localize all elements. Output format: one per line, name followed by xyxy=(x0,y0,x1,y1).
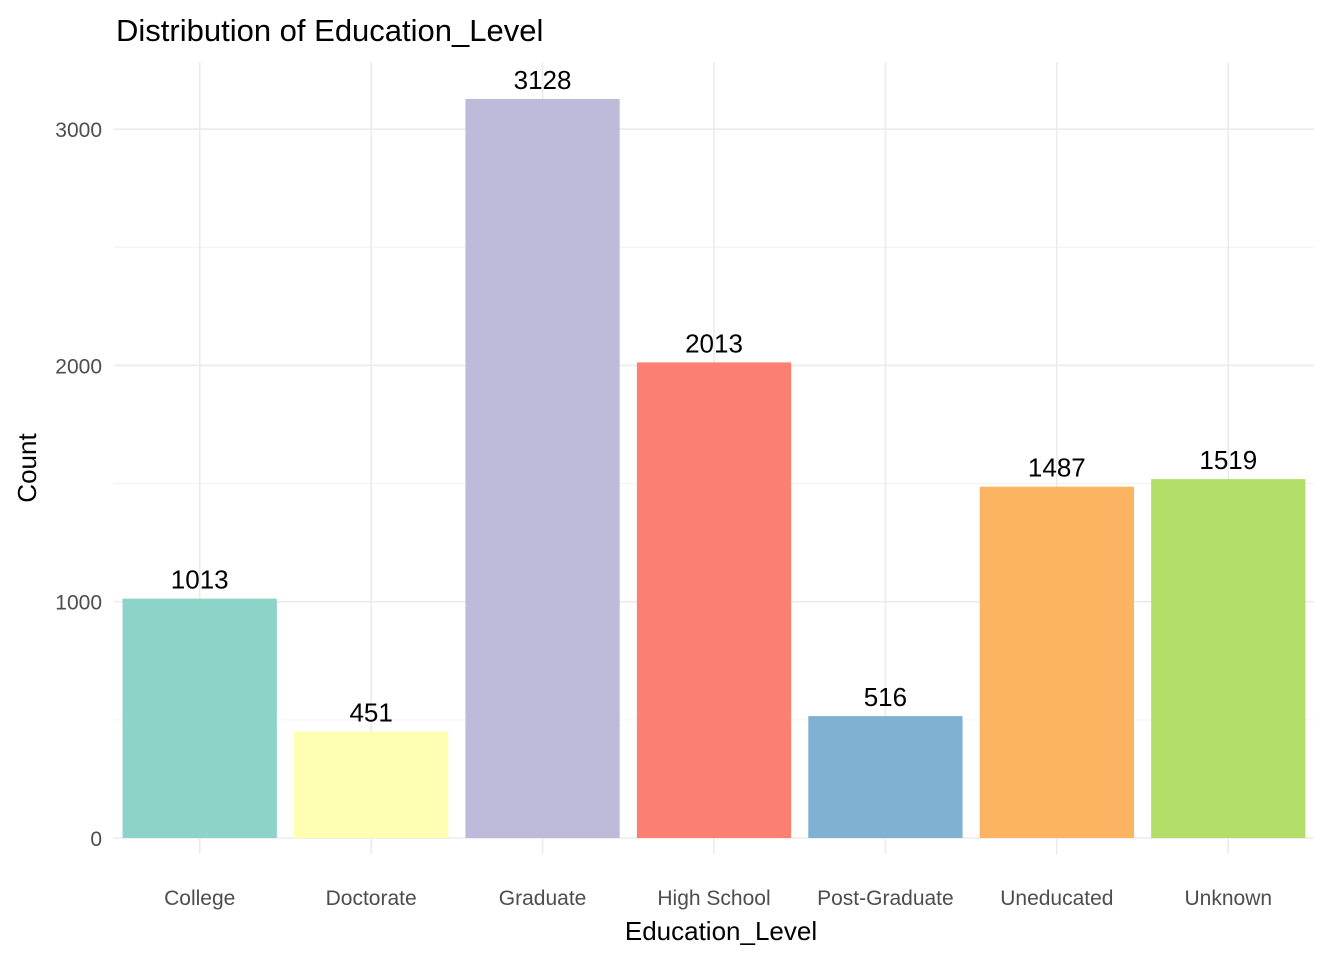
x-tick-label: Doctorate xyxy=(326,887,417,910)
bar-doctorate xyxy=(294,731,449,838)
x-axis-ticks: College Doctorate Graduate High School Post-… xyxy=(164,887,1272,910)
x-axis-title: Education_Level xyxy=(625,916,817,946)
y-axis-ticks: 0 1000 2000 3000 xyxy=(55,119,102,851)
data-labels: 1013 451 3128 2013 516 1487 1519 xyxy=(171,65,1257,727)
bar-value-label: 451 xyxy=(349,697,392,727)
x-tick-label: Graduate xyxy=(499,887,587,910)
chart-title: Distribution of Education_Level xyxy=(116,13,543,48)
bar-value-label: 2013 xyxy=(685,328,743,358)
y-tick-label: 3000 xyxy=(55,119,102,142)
x-tick-label: Post-Graduate xyxy=(817,887,954,910)
bar-value-label: 1487 xyxy=(1028,453,1086,483)
y-tick-label: 0 xyxy=(90,828,102,851)
bar-value-label: 3128 xyxy=(514,65,572,95)
x-tick-label: Uneducated xyxy=(1000,887,1113,910)
y-tick-label: 2000 xyxy=(55,355,102,378)
x-tick-label: Unknown xyxy=(1185,887,1273,910)
bar-value-label: 516 xyxy=(864,682,907,712)
y-axis-title: Count xyxy=(12,433,42,503)
bar-value-label: 1013 xyxy=(171,565,229,595)
y-tick-label: 1000 xyxy=(55,592,102,615)
x-tick-label: High School xyxy=(657,887,770,910)
bar-uneducated xyxy=(979,486,1134,838)
bars xyxy=(122,98,1306,838)
bar-college xyxy=(122,598,277,838)
bar-unknown xyxy=(1151,479,1306,838)
bar-value-label: 1519 xyxy=(1199,445,1257,475)
bar-high-school xyxy=(636,362,792,838)
bar-graduate xyxy=(465,98,620,838)
x-tick-label: College xyxy=(164,887,235,910)
bar-post-graduate xyxy=(808,716,963,838)
